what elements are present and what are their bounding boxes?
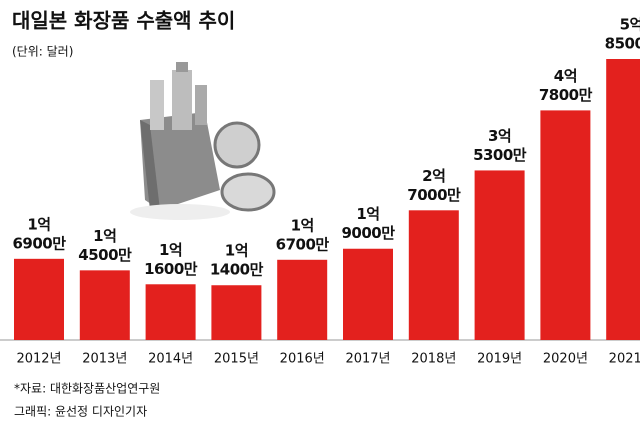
value-label: 5300만 (473, 146, 527, 164)
x-tick-label: 2017년 (345, 352, 390, 367)
x-tick-label: 2016년 (280, 352, 325, 367)
bar (474, 170, 525, 340)
value-label: 8500만 (605, 35, 640, 53)
value-label: 9000만 (341, 224, 395, 242)
value-label: 2억 (422, 167, 445, 185)
source: *자료: 대한화장품산업연구원 (14, 382, 160, 396)
bar (79, 270, 130, 340)
value-label: 1억 (291, 216, 314, 234)
bar (343, 248, 393, 340)
value-label: 4억 (554, 67, 577, 85)
x-tick-label: 2019년 (477, 352, 522, 367)
value-label: 1억 (93, 227, 116, 245)
value-label: 6700만 (276, 235, 330, 253)
chart-title: 대일본 화장품 수출액 추이 (12, 9, 235, 33)
bar (14, 258, 64, 340)
x-tick-label: 2013년 (82, 352, 127, 367)
bar (277, 259, 328, 340)
bar (211, 285, 262, 340)
value-label: 1억 (27, 215, 50, 233)
value-label: 1억 (159, 241, 182, 259)
value-label: 6900만 (12, 234, 66, 252)
bar (606, 59, 640, 340)
x-tick-label: 2014년 (148, 352, 193, 367)
x-tick-label: 2018년 (411, 352, 456, 367)
x-tick-label: 2021년 (609, 352, 640, 367)
value-label: 5억 (620, 16, 640, 34)
bar (145, 284, 196, 340)
value-label: 1억 (356, 205, 379, 223)
value-label: 7800만 (539, 86, 593, 104)
value-label: 4500만 (78, 246, 132, 264)
value-label: 1600만 (144, 260, 198, 278)
x-tick-label: 2020년 (543, 352, 588, 367)
x-tick-label: 2015년 (214, 352, 259, 367)
bar (408, 210, 459, 340)
value-label: 3억 (488, 127, 511, 145)
chart-subtitle: (단위: 달러) (12, 45, 73, 59)
value-label: 1억 (225, 242, 248, 260)
value-label: 1400만 (210, 261, 264, 279)
credit: 그래픽: 윤선정 디자인기자 (14, 405, 147, 419)
x-tick-label: 2012년 (16, 352, 61, 367)
bar (540, 110, 591, 341)
value-label: 7000만 (407, 186, 461, 204)
cosmetics-illustration (130, 62, 276, 220)
